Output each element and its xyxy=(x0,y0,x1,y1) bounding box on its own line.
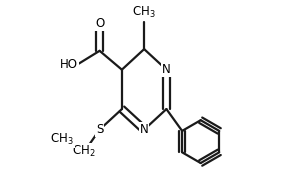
Text: CH$_3$: CH$_3$ xyxy=(132,5,156,20)
Text: O: O xyxy=(95,17,104,30)
Text: N: N xyxy=(140,123,149,136)
Text: N: N xyxy=(162,63,171,76)
Text: CH$_3$: CH$_3$ xyxy=(50,132,74,147)
Text: S: S xyxy=(96,123,103,136)
Text: CH$_2$: CH$_2$ xyxy=(72,144,96,159)
Text: HO: HO xyxy=(60,58,78,71)
